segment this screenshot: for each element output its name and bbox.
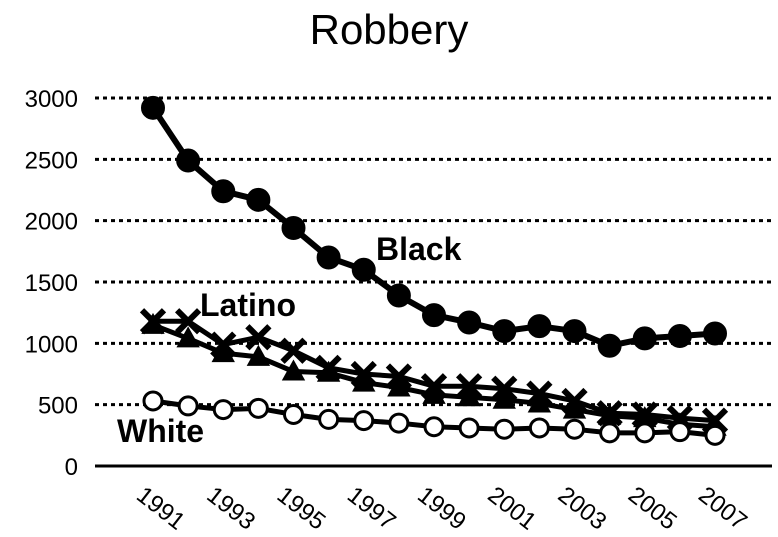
data-point — [281, 216, 306, 241]
x-tick-label: 2007 — [693, 481, 752, 535]
data-point — [561, 387, 588, 415]
y-tick-label: 3000 — [25, 86, 78, 113]
data-point — [176, 148, 201, 173]
x-tick-label: 2003 — [553, 481, 612, 535]
data-point — [492, 387, 516, 409]
data-point — [318, 408, 340, 430]
data-point — [353, 410, 375, 432]
y-tick-label: 2000 — [25, 209, 78, 236]
data-point-stroke — [456, 373, 483, 400]
series-label-latino: Latino — [200, 287, 296, 323]
data-point-stroke — [420, 373, 448, 400]
series-label-white: White — [117, 413, 204, 449]
y-tick-label: 0 — [65, 454, 78, 481]
series-label-black: Black — [376, 231, 462, 267]
data-point — [423, 416, 445, 438]
data-point — [350, 360, 377, 388]
x-tick-label: 1995 — [272, 481, 331, 535]
data-point — [246, 344, 271, 366]
data-point-stroke — [561, 387, 588, 415]
data-point — [634, 422, 656, 444]
data-point-stroke — [280, 337, 307, 364]
data-point — [210, 331, 237, 358]
x-tick-label: 2001 — [483, 481, 542, 535]
data-point — [281, 359, 306, 381]
data-point — [562, 319, 587, 344]
data-point — [457, 310, 482, 335]
y-tick-label: 2500 — [25, 147, 78, 174]
data-point — [245, 324, 272, 351]
series-layer — [139, 95, 729, 446]
y-tick-label: 1500 — [25, 270, 78, 297]
data-point — [703, 321, 727, 346]
data-point-stroke — [631, 401, 658, 428]
data-point — [175, 308, 202, 335]
data-point — [492, 319, 517, 344]
data-point — [316, 245, 341, 270]
data-point-stroke — [210, 331, 237, 358]
data-point — [177, 395, 199, 417]
data-point-stroke — [526, 380, 553, 407]
data-point — [139, 308, 167, 335]
data-point — [596, 400, 623, 427]
grid-lines — [95, 96, 772, 407]
data-point — [280, 337, 307, 364]
data-point — [528, 417, 550, 439]
data-point — [631, 401, 658, 428]
axis: 0 500 1000 1500 2000 2500 3000 1991 1993 1995 1997… — [25, 86, 772, 536]
data-point — [457, 385, 481, 407]
data-point — [385, 363, 412, 390]
data-point — [246, 187, 271, 212]
data-point — [315, 354, 342, 381]
x-tick-label: 1999 — [412, 481, 471, 535]
data-point — [387, 375, 411, 397]
y-tick-label: 500 — [38, 393, 78, 420]
data-point — [420, 373, 448, 400]
data-point — [247, 397, 269, 419]
data-point-stroke — [350, 360, 377, 388]
data-point-stroke — [385, 363, 412, 390]
data-point — [456, 373, 483, 400]
x-tick-label: 2005 — [623, 481, 682, 535]
series-white — [142, 390, 726, 446]
data-point — [667, 323, 692, 348]
data-point — [491, 375, 518, 402]
data-point — [493, 418, 515, 440]
data-point-stroke — [175, 308, 202, 335]
series-labels: Black Latino White — [114, 231, 462, 452]
data-point — [141, 95, 165, 120]
data-point — [564, 418, 585, 440]
data-point — [386, 283, 411, 308]
data-point — [176, 326, 200, 348]
data-point — [211, 179, 236, 204]
data-point — [704, 424, 726, 446]
data-point — [526, 380, 553, 407]
data-point-stroke — [315, 354, 342, 381]
data-point — [669, 421, 691, 443]
x-tick-label: 1997 — [342, 481, 401, 535]
data-point — [422, 303, 446, 328]
y-tick-label: 1000 — [25, 331, 78, 358]
data-point-stroke — [596, 400, 623, 427]
data-point — [283, 403, 304, 425]
x-tick-label: 1993 — [202, 481, 261, 535]
series-black — [141, 95, 727, 358]
data-point — [142, 390, 164, 412]
data-point — [597, 333, 622, 358]
series-latino — [139, 308, 729, 434]
data-point — [632, 326, 657, 351]
data-point — [458, 417, 480, 439]
data-point-stroke — [139, 308, 167, 335]
data-point — [351, 257, 376, 282]
data-point — [527, 314, 552, 339]
data-point-stroke — [491, 375, 518, 402]
data-point — [212, 399, 234, 421]
data-point — [388, 412, 410, 434]
data-point — [599, 422, 621, 444]
x-tick-label: 1991 — [131, 481, 190, 535]
data-point-stroke — [245, 324, 272, 351]
chart-title: Robbery — [309, 6, 469, 53]
